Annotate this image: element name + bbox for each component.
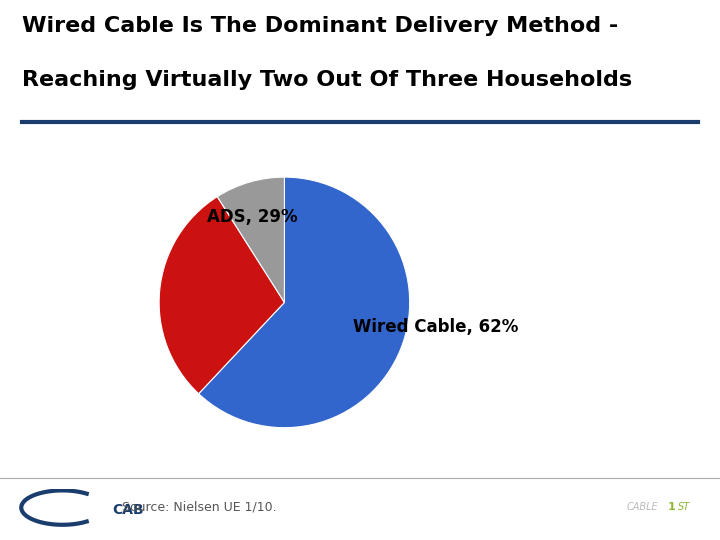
Text: Wired Cable Is The Dominant Delivery Method -: Wired Cable Is The Dominant Delivery Met…	[22, 16, 618, 36]
Text: Source: Nielsen UE 1/10.: Source: Nielsen UE 1/10.	[122, 500, 277, 513]
Text: Broadcast Only, 9%: Broadcast Only, 9%	[0, 539, 1, 540]
Text: ST: ST	[678, 502, 690, 511]
Text: ADS, 29%: ADS, 29%	[207, 208, 297, 226]
Text: 1: 1	[668, 502, 676, 511]
Text: Wired Cable, 62%: Wired Cable, 62%	[354, 319, 518, 336]
Wedge shape	[159, 197, 284, 394]
Text: CAB: CAB	[112, 503, 143, 517]
Text: Reaching Virtually Two Out Of Three Households: Reaching Virtually Two Out Of Three Hous…	[22, 70, 631, 90]
Wedge shape	[217, 177, 284, 302]
Wedge shape	[199, 177, 410, 428]
Text: CABLE: CABLE	[626, 502, 658, 511]
